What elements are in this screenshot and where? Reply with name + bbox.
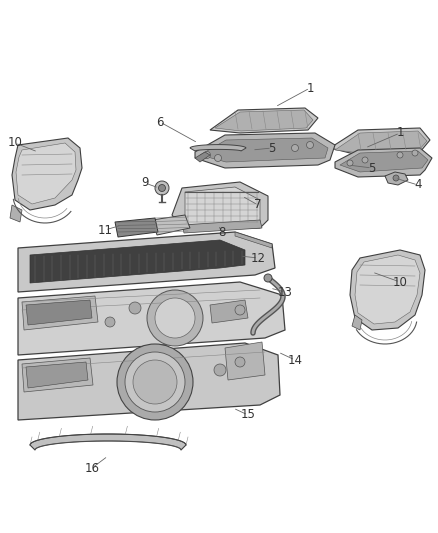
Circle shape — [235, 305, 245, 315]
Polygon shape — [22, 358, 93, 392]
Polygon shape — [352, 315, 362, 330]
Text: 9: 9 — [141, 176, 149, 190]
Polygon shape — [152, 215, 190, 235]
Polygon shape — [18, 343, 280, 420]
Text: 1: 1 — [396, 126, 404, 140]
Polygon shape — [350, 250, 425, 330]
Polygon shape — [185, 187, 260, 225]
Polygon shape — [330, 128, 430, 155]
Circle shape — [235, 357, 245, 367]
Polygon shape — [18, 282, 285, 355]
Circle shape — [362, 157, 368, 163]
Text: 10: 10 — [392, 276, 407, 288]
Polygon shape — [115, 218, 158, 237]
Text: 7: 7 — [254, 198, 262, 212]
Polygon shape — [12, 138, 82, 210]
Text: 5: 5 — [268, 141, 276, 155]
Polygon shape — [26, 300, 92, 325]
Text: 1: 1 — [306, 82, 314, 94]
Circle shape — [147, 290, 203, 346]
Polygon shape — [26, 362, 88, 388]
Circle shape — [264, 274, 272, 282]
Polygon shape — [210, 300, 248, 323]
Circle shape — [204, 151, 211, 158]
Polygon shape — [235, 232, 272, 248]
Polygon shape — [172, 182, 268, 228]
Circle shape — [307, 141, 314, 149]
Circle shape — [347, 160, 353, 166]
Polygon shape — [225, 342, 265, 380]
Text: 8: 8 — [218, 225, 226, 238]
Polygon shape — [30, 434, 186, 450]
Circle shape — [133, 360, 177, 404]
Polygon shape — [195, 152, 210, 162]
Circle shape — [292, 144, 299, 151]
Polygon shape — [10, 205, 22, 222]
Polygon shape — [22, 296, 98, 330]
Polygon shape — [16, 143, 76, 204]
Circle shape — [129, 302, 141, 314]
Circle shape — [215, 155, 222, 161]
Circle shape — [155, 298, 195, 338]
Text: 10: 10 — [7, 136, 22, 149]
Circle shape — [159, 184, 166, 191]
Circle shape — [105, 317, 115, 327]
Text: 6: 6 — [156, 116, 164, 128]
Polygon shape — [195, 133, 335, 168]
Polygon shape — [385, 172, 408, 185]
Circle shape — [412, 150, 418, 156]
Text: 15: 15 — [240, 408, 255, 422]
Polygon shape — [355, 255, 420, 324]
Circle shape — [393, 175, 399, 181]
Text: 13: 13 — [278, 286, 293, 298]
Circle shape — [397, 152, 403, 158]
Circle shape — [155, 181, 169, 195]
Circle shape — [125, 352, 185, 412]
Circle shape — [214, 364, 226, 376]
Text: 11: 11 — [98, 223, 113, 237]
Text: 16: 16 — [85, 462, 99, 474]
Polygon shape — [335, 148, 432, 177]
Polygon shape — [190, 144, 246, 151]
Polygon shape — [340, 151, 428, 172]
Text: 12: 12 — [251, 252, 265, 264]
Polygon shape — [215, 110, 313, 131]
Polygon shape — [200, 138, 328, 162]
Polygon shape — [210, 108, 318, 133]
Polygon shape — [335, 131, 427, 153]
Text: 4: 4 — [414, 179, 422, 191]
Polygon shape — [18, 232, 275, 292]
Text: 14: 14 — [287, 353, 303, 367]
Text: 5: 5 — [368, 161, 376, 174]
Polygon shape — [30, 240, 245, 283]
Circle shape — [117, 344, 193, 420]
Polygon shape — [182, 220, 262, 233]
